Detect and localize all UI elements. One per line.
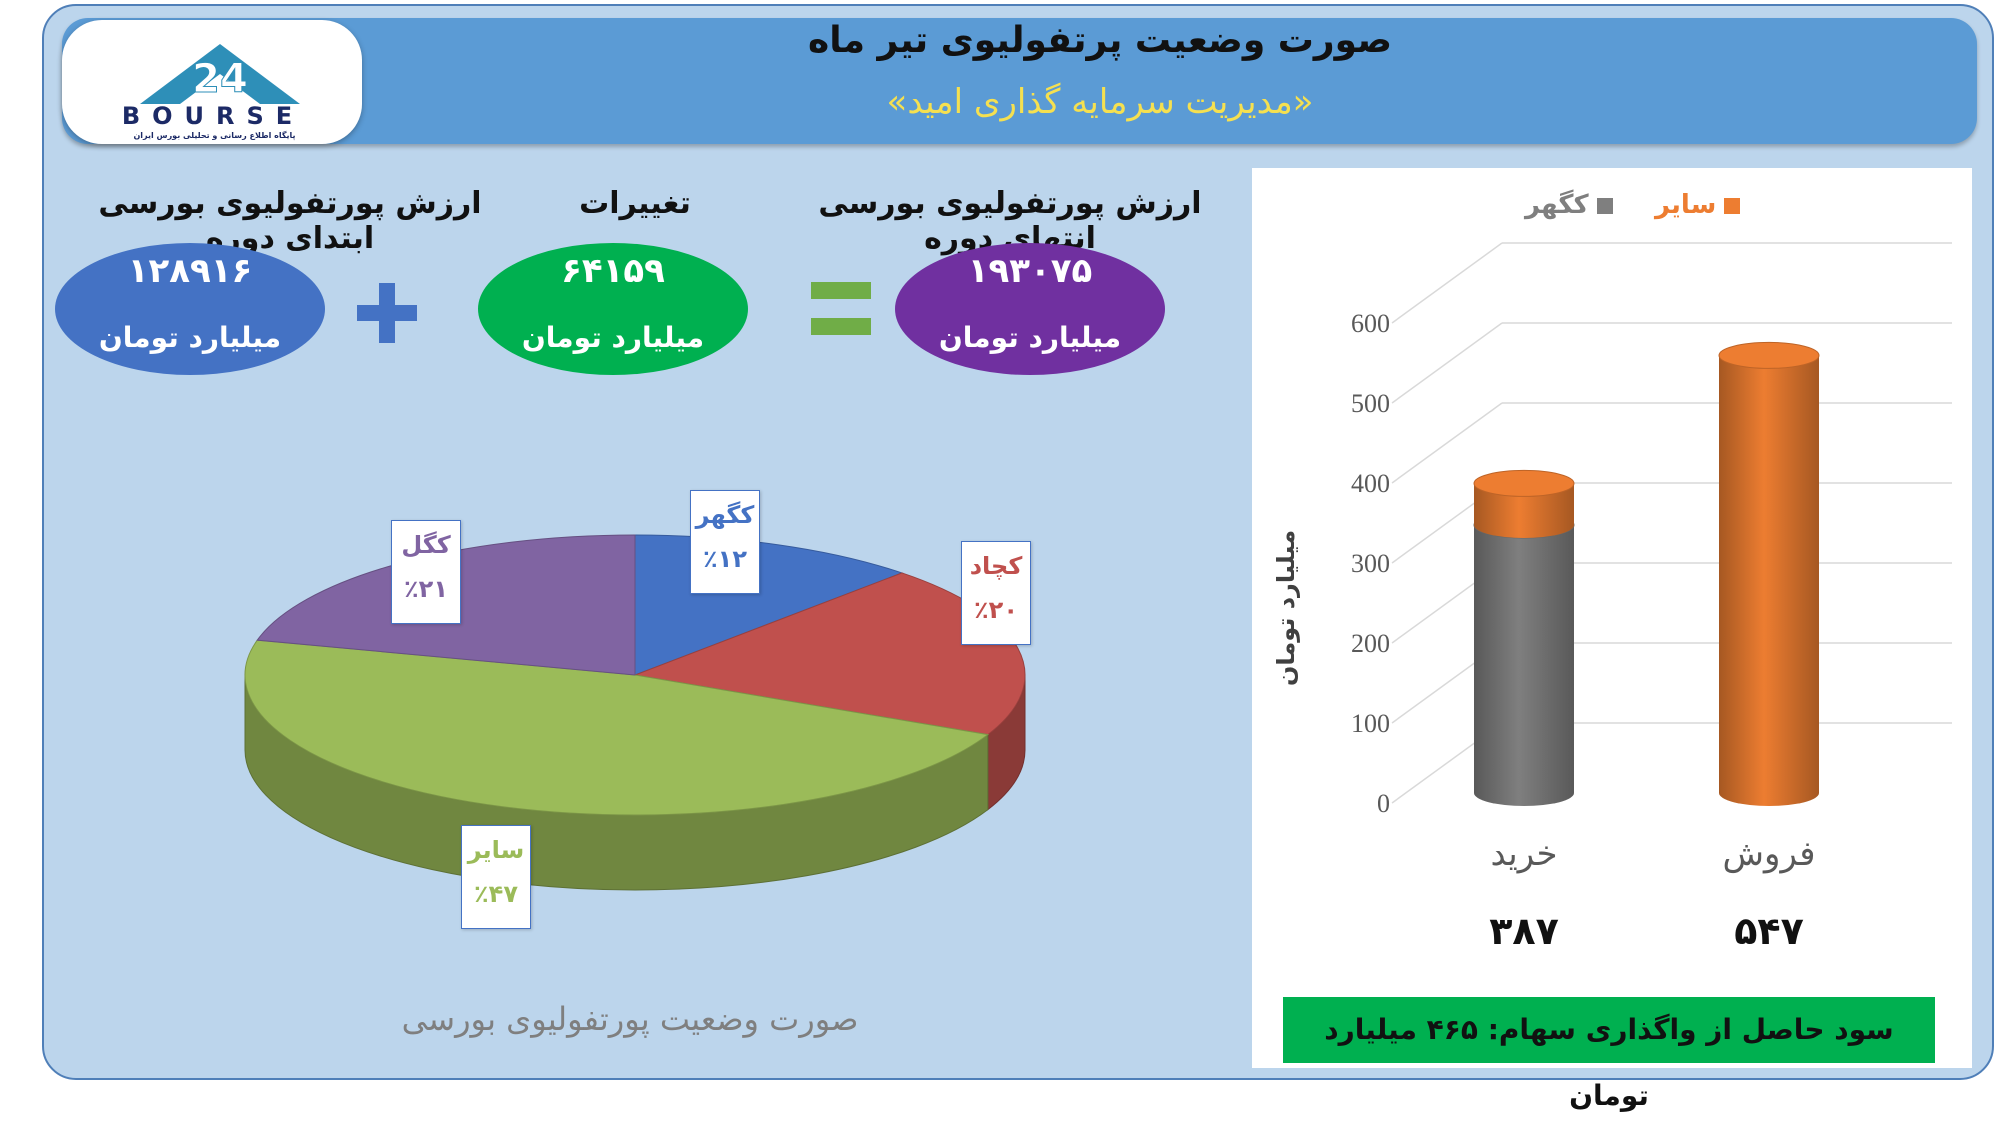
portfolio-pie-chart bbox=[244, 534, 1026, 891]
pie-label-2: کچاد ٪۲۰ bbox=[961, 541, 1031, 645]
pie-label-name: سایر bbox=[467, 836, 525, 864]
bar-2-segment-2 bbox=[1719, 355, 1819, 806]
y-tick-label: 0 bbox=[1377, 789, 1390, 818]
legend-swatch-other bbox=[1724, 197, 1741, 214]
bar-total-label: ۳۸۷ bbox=[1489, 909, 1559, 953]
page-subtitle: «مدیریت سرمایه گذاری امید» bbox=[886, 82, 1314, 122]
trade-bar-chart: 0 100 200 300 400 500 600 میلیارد تومان خرید ۳۸۷ ف… bbox=[1272, 242, 1952, 953]
pie-label-3: سایر ٪۴۷ bbox=[461, 825, 531, 929]
change-label: تغییرات bbox=[579, 186, 691, 221]
legend-item-other: سایر bbox=[1655, 190, 1741, 220]
change-value: ۶۴۱۵۹ bbox=[561, 251, 665, 291]
y-tick-label: 200 bbox=[1351, 629, 1390, 658]
logo-text: BOURSE bbox=[121, 102, 305, 130]
pie-label-name: کچاد bbox=[969, 552, 1023, 580]
x-category-label: خرید bbox=[1490, 834, 1557, 874]
pie-label-name: کگهر bbox=[695, 501, 755, 529]
pie-label-percent: ٪۱۲ bbox=[703, 545, 747, 573]
y-tick-label: 600 bbox=[1351, 309, 1390, 338]
pie-label-percent: ٪۴۷ bbox=[474, 880, 518, 908]
change-value-oval: ۶۴۱۵۹ میلیارد تومان bbox=[478, 243, 748, 375]
pie-slice-2 bbox=[633, 572, 1026, 736]
y-tick-label: 400 bbox=[1351, 469, 1390, 498]
grid-diagonal bbox=[1391, 402, 1503, 484]
end-value-oval: ۱۹۳۰۷۵ میلیارد تومان bbox=[895, 243, 1165, 375]
pie-label-1: کگهر ٪۱۲ bbox=[690, 490, 760, 594]
x-category-label: فروش bbox=[1723, 834, 1816, 874]
y-axis-label: میلیارد تومان bbox=[1272, 530, 1300, 686]
pie-label-4: کگل ٪۲۱ bbox=[391, 520, 461, 624]
legend-label-other: سایر bbox=[1655, 190, 1717, 220]
bar-1-segment-2 bbox=[1474, 483, 1574, 538]
end-unit: میلیارد تومان bbox=[938, 321, 1122, 354]
profit-summary: سود حاصل از واگذاری سهام: ۴۶۵ میلیارد تو… bbox=[1283, 997, 1935, 1112]
bar-total-label: ۵۴۷ bbox=[1734, 909, 1804, 953]
y-tick-label: 500 bbox=[1351, 389, 1390, 418]
pie-label-percent: ٪۲۱ bbox=[404, 575, 448, 603]
y-tick-label: 100 bbox=[1351, 709, 1390, 738]
start-unit: میلیارد تومان bbox=[98, 321, 282, 354]
grid-diagonal bbox=[1391, 242, 1503, 324]
logo-mark-icon: 24 bbox=[140, 44, 300, 104]
legend-item-kgohar: کگهر bbox=[1525, 190, 1613, 220]
pie-label-name: کگل bbox=[401, 531, 451, 559]
pie-slice-3 bbox=[244, 639, 990, 816]
legend-label-kgohar: کگهر bbox=[1525, 190, 1589, 220]
grid-diagonal bbox=[1391, 322, 1503, 404]
logo-subtext: پایگاه اطلاع رسانی و تحلیلی بورس ایران bbox=[133, 131, 296, 140]
logo-mark-text: 24 bbox=[192, 56, 248, 102]
plus-icon bbox=[357, 283, 417, 343]
pie-caption: صورت وضعیت پورتفولیوی بورسی bbox=[401, 1000, 859, 1038]
bar-chart-panel bbox=[1252, 168, 1972, 1068]
bar-1-segment-1 bbox=[1474, 525, 1574, 806]
start-value: ۱۲۸۹۱۶ bbox=[127, 251, 253, 291]
start-value-oval: ۱۲۸۹۱۶ میلیارد تومان bbox=[55, 243, 325, 375]
legend-swatch-kgohar bbox=[1596, 197, 1613, 214]
equals-icon bbox=[811, 282, 871, 336]
bar-1-cap-2 bbox=[1473, 469, 1575, 497]
y-tick-label: 300 bbox=[1351, 549, 1390, 578]
start-value-label: ارزش پورتفولیوی بورسی ابتدای دوره bbox=[98, 186, 482, 256]
bourse-logo: 24 BOURSE پایگاه اطلاع رسانی و تحلیلی بو… bbox=[62, 20, 362, 144]
page-title: صورت وضعیت پرتفولیوی تیر ماه bbox=[807, 20, 1393, 61]
header-bar bbox=[62, 18, 1977, 144]
bar-2-cap-2 bbox=[1718, 341, 1820, 369]
end-value: ۱۹۳۰۷۵ bbox=[967, 251, 1093, 291]
change-unit: میلیارد تومان bbox=[521, 321, 705, 354]
pie-label-percent: ٪۲۰ bbox=[974, 596, 1018, 624]
